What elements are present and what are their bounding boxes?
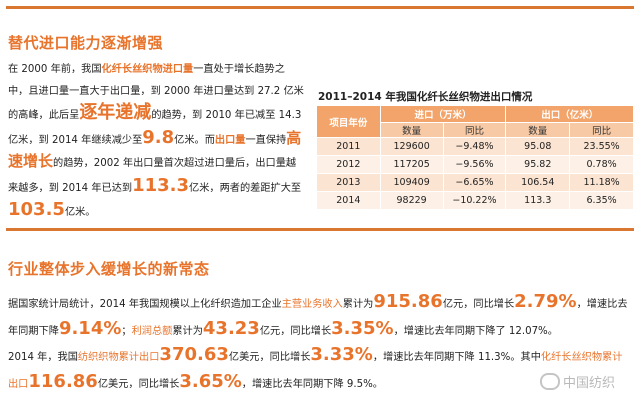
cell-import: 98229 xyxy=(379,191,444,210)
section2-title: 行业整体步入缓增长的新常态 xyxy=(8,260,210,278)
export-header: 出口（亿米） xyxy=(505,105,634,123)
table-title: 2011–2014 年我国化纤长丝织物进出口情况 xyxy=(318,91,533,103)
cell-year: 2014 xyxy=(316,191,381,210)
col-year-header: 项目年份 xyxy=(316,105,381,138)
cell-export: 113.3 xyxy=(505,191,571,210)
import-header: 进口（万米） xyxy=(379,105,507,123)
import-qty-header: 数量 xyxy=(379,122,444,138)
watermark: 中国纺织 xyxy=(540,372,615,391)
table-row: 2013 109409 −6.65% 106.54 11.18% xyxy=(316,173,634,192)
table-row: 2012 117205 −9.56% 95.82 0.78% xyxy=(316,155,634,174)
import-yoy-header: 同比 xyxy=(442,122,507,138)
table-row: 2014 98229 −10.22% 113.3 6.35% xyxy=(316,191,634,210)
cell-import: 117205 xyxy=(379,155,444,174)
cell-import-yoy: −6.65% xyxy=(442,173,507,192)
section1-paragraph: 在 2000 年前，我国化纤长丝织物进口量一直处于增长趋势之中，且进口量一直大于… xyxy=(8,64,304,220)
cell-year: 2011 xyxy=(316,137,381,156)
trade-table: 项目年份 进口（万米） 出口（亿米） 数量 同比 数量 同比 2011 1296… xyxy=(316,105,634,210)
top-rule xyxy=(6,6,634,9)
export-yoy-header: 同比 xyxy=(569,122,634,138)
cell-export-yoy: 11.18% xyxy=(569,173,634,192)
section1-title: 替代进口能力逐渐增强 xyxy=(8,34,164,52)
cell-import-yoy: −9.48% xyxy=(442,137,507,156)
cell-export-yoy: 6.35% xyxy=(569,191,634,210)
cell-year: 2012 xyxy=(316,155,381,174)
cell-import: 109409 xyxy=(379,173,444,192)
middle-rule xyxy=(6,228,634,231)
cell-export: 95.82 xyxy=(505,155,571,174)
cell-import: 129600 xyxy=(379,137,444,156)
cell-export-yoy: 0.78% xyxy=(569,155,634,174)
section2-paragraph: 据国家统计局统计，2014 年我国规模以上化纤织造加工企业主营业务收入累计为91… xyxy=(8,291,628,392)
cell-import-yoy: −10.22% xyxy=(442,191,507,210)
cell-year: 2013 xyxy=(316,173,381,192)
cell-export-yoy: 23.55% xyxy=(569,137,634,156)
cell-export: 95.08 xyxy=(505,137,571,156)
wechat-icon xyxy=(540,373,560,390)
cell-import-yoy: −9.56% xyxy=(442,155,507,174)
cell-export: 106.54 xyxy=(505,173,571,192)
table-row: 2011 129600 −9.48% 95.08 23.55% xyxy=(316,137,634,156)
export-qty-header: 数量 xyxy=(505,122,571,138)
